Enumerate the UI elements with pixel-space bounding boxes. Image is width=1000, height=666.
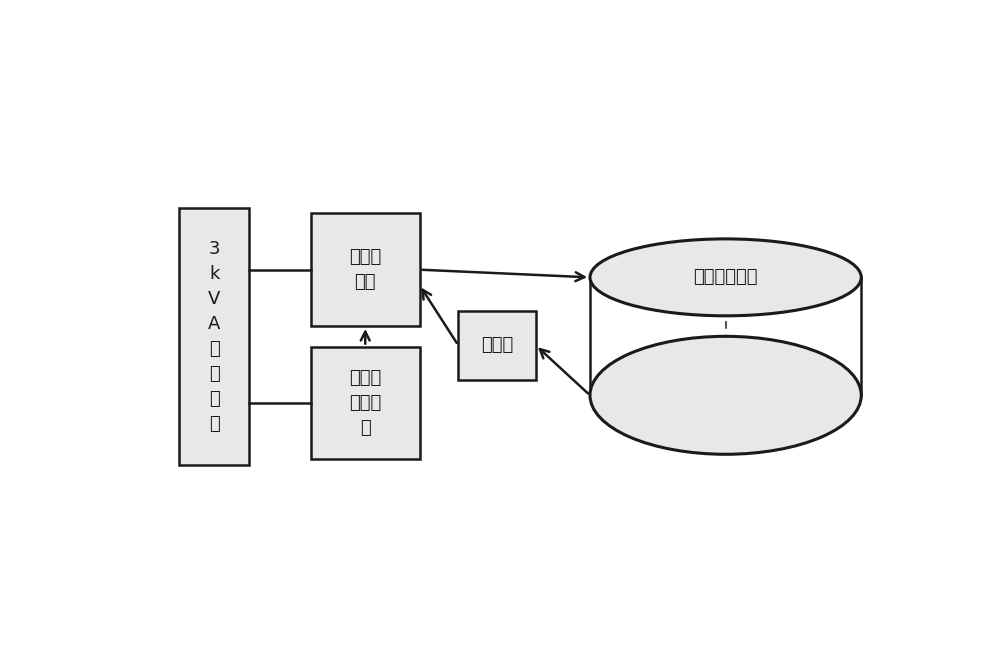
Bar bbox=[179, 208, 249, 465]
Bar bbox=[458, 310, 536, 380]
Ellipse shape bbox=[590, 239, 861, 316]
Bar bbox=[311, 213, 420, 326]
Text: 亥姆霍兹线圈: 亥姆霍兹线圈 bbox=[693, 268, 758, 286]
Text: 功率放
大器: 功率放 大器 bbox=[349, 248, 381, 291]
Text: 函数信
号发生
器: 函数信 号发生 器 bbox=[349, 369, 381, 437]
Bar bbox=[311, 346, 420, 460]
Ellipse shape bbox=[590, 336, 861, 454]
Text: 3
k
V
A
稳
压
电
源: 3 k V A 稳 压 电 源 bbox=[208, 240, 220, 433]
Text: 电流表: 电流表 bbox=[481, 336, 513, 354]
